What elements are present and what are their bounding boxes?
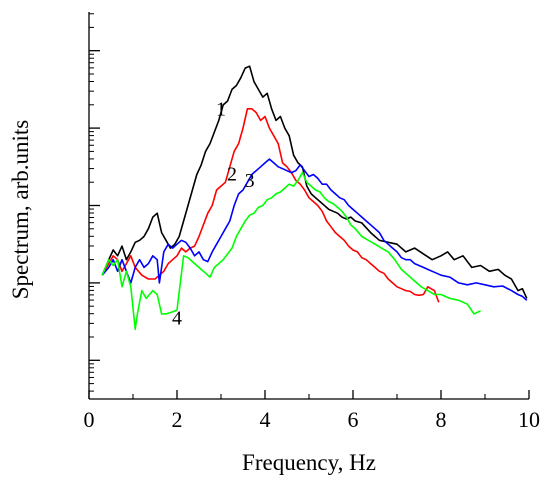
x-tick-label: 6: [348, 407, 359, 432]
x-tick-label: 8: [436, 407, 447, 432]
y-axis-label: Spectrum, arb.units: [8, 120, 33, 300]
series-4-label: 4: [172, 307, 182, 329]
ticks: 0 2 4 6 8 10: [84, 13, 540, 432]
series-1-line: [101, 65, 528, 299]
series-layer: [101, 65, 528, 331]
x-tick-label: 4: [260, 407, 271, 432]
x-axis-label: Frequency, Hz: [242, 450, 376, 475]
x-tick-label: 2: [172, 407, 183, 432]
axes: [88, 12, 529, 400]
x-tick-label: 0: [84, 407, 95, 432]
series-2-label: 2: [227, 163, 237, 185]
series-1-label: 1: [216, 99, 226, 121]
series-4-line: [101, 171, 481, 331]
series-3-line: [101, 158, 528, 301]
x-tick-label: 10: [518, 407, 540, 432]
series-3-label: 3: [245, 170, 255, 192]
series-2-line: [101, 108, 440, 303]
series-labels: 1 2 3 4: [172, 99, 255, 330]
